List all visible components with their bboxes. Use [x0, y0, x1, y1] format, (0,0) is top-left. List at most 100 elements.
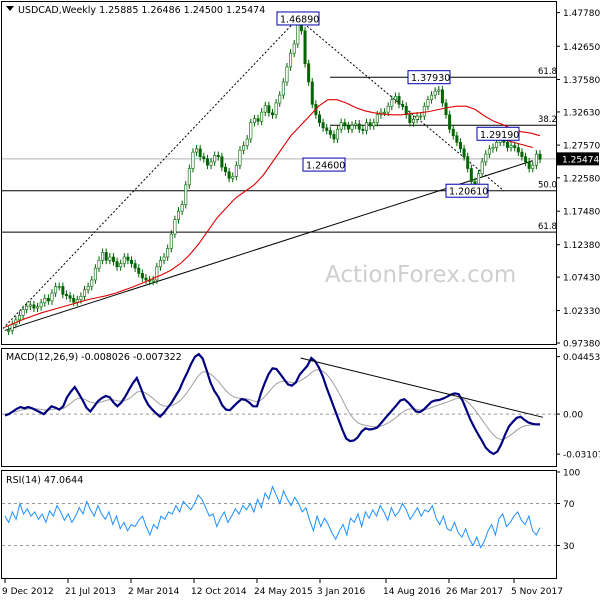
candle-body	[32, 304, 36, 309]
candle-body	[404, 105, 408, 116]
y-tick-label: 100	[563, 469, 580, 479]
candle-body	[451, 128, 455, 137]
candle-body	[524, 156, 528, 163]
candle-body	[130, 259, 134, 264]
candle-body	[433, 90, 437, 96]
x-tick-label: 9 Dec 2012	[2, 587, 54, 597]
candle-body	[531, 164, 535, 169]
level-label-box	[476, 126, 520, 141]
candle-body	[310, 81, 314, 105]
macd-signal-line	[4, 369, 541, 441]
candle-body	[469, 168, 473, 182]
candle-body	[328, 130, 332, 135]
y-tick-label: 30	[563, 542, 575, 552]
candle-body	[122, 256, 126, 264]
candle-body	[72, 297, 76, 303]
candle-body	[25, 305, 29, 310]
candle-body	[256, 118, 260, 122]
candle-body	[205, 158, 209, 166]
candle-body	[440, 89, 444, 104]
y-tick-label: 1.27570	[563, 142, 600, 152]
candle-body	[343, 122, 347, 127]
x-tick-label: 21 Jul 2013	[65, 587, 116, 597]
candle-body	[173, 219, 177, 235]
candle-body	[458, 141, 462, 150]
candle-body	[43, 297, 47, 304]
candle-body	[191, 151, 195, 169]
candle-body	[119, 263, 123, 268]
fib-label: 38.2	[538, 115, 557, 125]
candle-body	[292, 43, 296, 54]
candle-body	[325, 127, 329, 131]
candle-body	[86, 286, 90, 291]
candle-body	[408, 114, 412, 123]
candle-body	[350, 124, 354, 130]
y-tick-label: 1.17480	[563, 208, 600, 218]
candle-body	[238, 149, 242, 166]
candle-body	[372, 122, 376, 127]
candle-body	[401, 103, 405, 107]
candle-body	[231, 176, 235, 179]
level-label-box	[302, 157, 346, 172]
candle-body	[455, 135, 459, 143]
candle-body	[339, 122, 343, 130]
candle-body	[166, 248, 170, 258]
macd-y-axis: 0.044534 0.00 -0.031072	[556, 353, 600, 461]
candle-body	[375, 114, 379, 123]
candle-body	[321, 122, 325, 129]
level-label-box	[445, 183, 489, 198]
candle-body	[509, 145, 513, 148]
candle-body	[224, 166, 228, 173]
y-tick-label: 1.47780	[563, 9, 600, 19]
candle-body	[480, 161, 484, 175]
y-tick-label: 0.97380	[563, 340, 600, 350]
candle-body	[289, 52, 293, 68]
dotted-fib-line-right	[297, 18, 505, 192]
candle-body	[422, 105, 426, 117]
candle-body	[10, 324, 14, 331]
candle-body	[516, 147, 520, 153]
y-tick-label: 1.12380	[563, 241, 600, 251]
watermark: ActionForex.com	[325, 262, 516, 288]
candle-body	[115, 261, 119, 268]
candle-body	[64, 294, 68, 296]
candle-body	[101, 252, 105, 261]
candle-body	[97, 259, 101, 269]
macd-trendline	[300, 357, 544, 418]
candle-body	[83, 289, 87, 297]
candle-body	[303, 30, 307, 64]
candle-body	[213, 155, 217, 163]
candle-body	[46, 297, 50, 302]
candle-body	[495, 141, 499, 148]
candle-body	[202, 156, 206, 159]
price-level-labels: 1.46890 1.37930 1.29190 1.24600 1.20610 61.8 3…	[276, 11, 599, 232]
dotted-fib-line-left	[2, 18, 299, 329]
x-tick-label: 26 Mar 2017	[446, 587, 503, 597]
x-tick-label: 2 Mar 2014	[128, 587, 180, 597]
candle-body	[346, 125, 350, 130]
candle-body	[527, 161, 531, 169]
candle-body	[158, 259, 162, 268]
candle-body	[216, 155, 220, 158]
candle-body	[260, 111, 264, 122]
macd-line	[4, 352, 540, 456]
candle-body	[17, 315, 21, 321]
candle-body	[281, 81, 285, 96]
candle-body	[357, 123, 361, 130]
y-tick-label: -0.031072	[563, 451, 600, 461]
macd-panel-frame	[1, 348, 557, 467]
trendline	[4, 160, 533, 331]
y-tick-label: 1.22580	[563, 174, 600, 184]
candle-body	[491, 147, 495, 150]
candle-body	[234, 164, 238, 177]
level-label: 1.46890	[280, 14, 319, 25]
candle-body	[7, 330, 11, 332]
candle-body	[317, 114, 321, 123]
candle-body	[90, 279, 94, 287]
candle-body	[462, 148, 466, 158]
x-tick-label: 12 Oct 2014	[191, 587, 247, 597]
candle-body	[411, 119, 415, 123]
candle-body	[54, 286, 58, 294]
level-label-box	[276, 11, 320, 26]
fib-label: 61.8	[538, 67, 557, 77]
